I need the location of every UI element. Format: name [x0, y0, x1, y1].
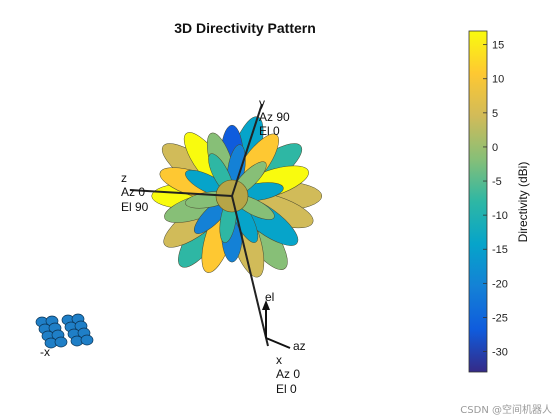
- y-axis-label: y Az 90 El 0: [259, 96, 290, 138]
- array-geometry-thumbnail: [35, 313, 94, 349]
- colorbar: 15 10 5 0 -5 -10 -15 -20 -25 -30 Directivity (dBi…: [468, 30, 530, 373]
- colorbar-gradient: [468, 30, 488, 373]
- colorbar-tick-label: 15: [492, 40, 504, 52]
- colorbar-tick-label: -10: [492, 210, 508, 222]
- triad-az-label: az: [293, 339, 306, 353]
- y-axis-line: [231, 103, 263, 197]
- triad-az-arrow: [265, 337, 291, 349]
- colorbar-tick-label: 0: [492, 142, 498, 154]
- colorbar-label: Directivity (dBi): [516, 162, 530, 243]
- x-axis-el: El 0: [276, 382, 297, 396]
- y-axis-az: Az 90: [259, 110, 290, 124]
- z-axis-line: [129, 189, 233, 197]
- colorbar-ticks: 15 10 5 0 -5 -10 -15 -20 -25 -30: [483, 40, 508, 359]
- colorbar-tick-label: -30: [492, 347, 508, 359]
- directivity-pattern-3d[interactable]: [151, 113, 323, 281]
- watermark: CSDN @空间机器人: [460, 403, 552, 416]
- array-element: [54, 336, 68, 348]
- z-axis-el: El 90: [121, 200, 149, 214]
- colorbar-tick-label: -20: [492, 278, 508, 290]
- colorbar-tick-label: -5: [492, 176, 502, 188]
- z-axis-az: Az 0: [121, 185, 145, 199]
- colorbar-tick-label: 5: [492, 108, 498, 120]
- pattern-axes: [129, 103, 269, 347]
- array-axis-label: -x: [40, 345, 50, 359]
- colorbar-tick-label: 10: [492, 74, 504, 86]
- triad-el-label: el: [265, 290, 274, 304]
- triad-el-arrowhead: [262, 300, 270, 310]
- colorbar-tick-label: -25: [492, 312, 508, 324]
- x-axis-line: [231, 195, 269, 347]
- z-axis-label: z Az 0 El 90: [121, 171, 149, 214]
- y-axis-letter: y: [259, 96, 265, 110]
- chart-title: 3D Directivity Pattern: [174, 20, 316, 36]
- x-axis-letter: x: [276, 353, 282, 367]
- colorbar-tick-label: -15: [492, 244, 508, 256]
- x-axis-az: Az 0: [276, 367, 300, 381]
- z-axis-letter: z: [121, 171, 127, 185]
- x-axis-label: x Az 0 El 0: [276, 353, 300, 396]
- orientation-triad: el az: [262, 290, 306, 353]
- array-element: [80, 334, 94, 346]
- y-axis-el: El 0: [259, 124, 280, 138]
